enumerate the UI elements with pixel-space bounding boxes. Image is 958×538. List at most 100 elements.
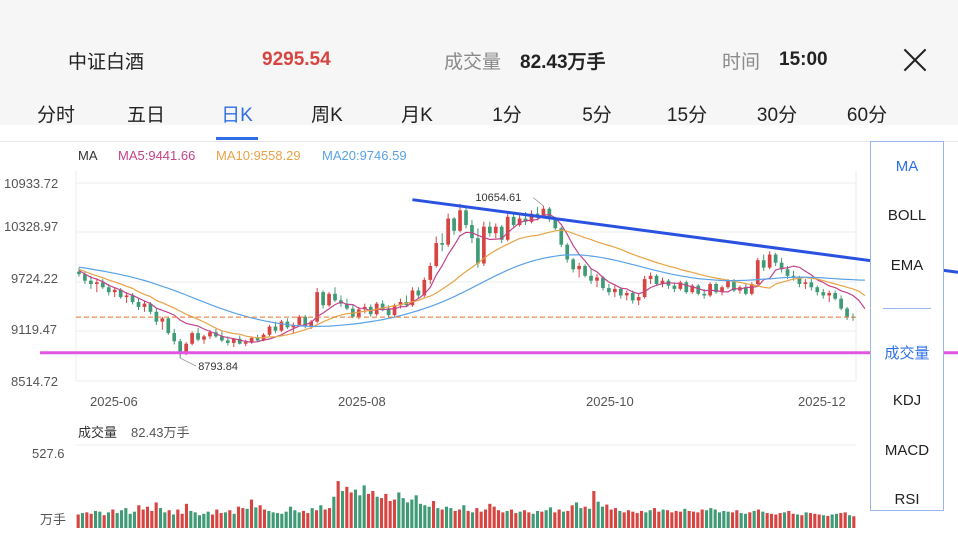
indicator-ema[interactable]: EMA: [890, 257, 924, 274]
volume-bar: [613, 508, 618, 528]
volume-bar: [765, 513, 769, 528]
volume-bar: [249, 499, 254, 528]
candle: [202, 334, 206, 344]
tab-15min[interactable]: 15分: [666, 105, 708, 126]
candle: [89, 275, 93, 289]
volume-bar: [852, 516, 856, 528]
candle: [285, 318, 290, 330]
candle: [511, 213, 516, 229]
volume-bar: [98, 511, 102, 528]
candle-body: [547, 208, 552, 219]
volume-y-tick: 527.6: [32, 446, 65, 461]
volume-bar: [475, 508, 479, 528]
candle-body: [815, 287, 820, 293]
candle-body: [410, 290, 415, 306]
indicator-rsi[interactable]: RSI: [894, 491, 920, 508]
volume-bar: [210, 514, 215, 528]
candle: [297, 315, 302, 327]
volume-bar: [150, 510, 154, 528]
volume-bar: [145, 506, 150, 528]
volume-bar: [436, 508, 440, 528]
volume-bar: [449, 508, 453, 528]
candle-body: [464, 210, 468, 226]
candle: [618, 287, 623, 299]
candle-body: [136, 301, 141, 307]
candle-body: [422, 279, 427, 296]
candle: [255, 334, 260, 343]
volume-bar: [657, 511, 661, 528]
indicator-volume[interactable]: 成交量: [884, 345, 930, 362]
candle: [720, 285, 724, 296]
candle: [690, 283, 695, 294]
indicator-ma[interactable]: MA: [895, 158, 919, 175]
volume-bar: [366, 493, 371, 528]
volume-bar: [553, 512, 557, 528]
candle: [672, 282, 677, 293]
volume-bar: [189, 510, 193, 528]
indicator-kdj[interactable]: KDJ: [892, 392, 922, 409]
volume-bar: [743, 513, 748, 528]
candle-body: [279, 321, 284, 331]
indicator-macd[interactable]: MACD: [884, 442, 930, 459]
volume-bar: [323, 509, 327, 528]
indicator-separator: [883, 308, 931, 309]
candle-body: [434, 243, 439, 266]
tab-five-day[interactable]: 五日: [126, 105, 166, 126]
volume-bar: [197, 515, 202, 528]
volume-bar: [102, 515, 106, 528]
volume-bar: [141, 509, 145, 528]
volume-bar: [522, 510, 527, 528]
volume-bar: [431, 500, 436, 528]
candle-body: [684, 282, 689, 293]
volume-bar: [496, 510, 501, 528]
candle: [827, 290, 832, 302]
candle-body: [83, 274, 87, 281]
candle-body: [589, 275, 593, 281]
candle: [654, 274, 659, 286]
volume-bar: [384, 493, 388, 528]
volume-bar: [501, 512, 505, 528]
volume-bar: [236, 506, 241, 528]
volume-bar: [648, 510, 652, 528]
candle: [178, 338, 183, 359]
volume-bar: [518, 511, 522, 528]
candle-body: [678, 282, 683, 289]
volume-bar: [592, 491, 596, 528]
volume-bar: [310, 508, 314, 528]
volume-bar: [288, 506, 293, 528]
volume-bar: [327, 508, 332, 528]
volume-bar: [206, 511, 210, 528]
volume-bar: [423, 505, 427, 528]
volume-bar: [795, 514, 800, 528]
candle-body: [380, 303, 385, 310]
volume-label: 成交量: [444, 51, 502, 73]
volume-bar: [574, 502, 579, 528]
volume-bar: [540, 511, 544, 528]
tab-fenshi[interactable]: 分时: [36, 105, 76, 126]
volume-bar: [505, 510, 509, 528]
candle-body: [178, 341, 183, 353]
candle-body: [726, 280, 730, 288]
candle-body: [130, 295, 135, 302]
tab-1min[interactable]: 1分: [492, 105, 522, 126]
tab-weekly-k[interactable]: 周K: [311, 105, 343, 126]
candle-body: [744, 287, 748, 294]
candle-body: [672, 285, 677, 289]
volume-bar: [730, 512, 735, 528]
indicator-boll[interactable]: BOLL: [887, 207, 927, 224]
candle: [630, 290, 635, 304]
volume-bar: [158, 508, 163, 528]
candle-body: [761, 260, 766, 268]
candle-body: [577, 265, 581, 270]
candle-body: [446, 218, 450, 245]
tab-5min[interactable]: 5分: [582, 105, 612, 126]
tab-daily-k[interactable]: 日K: [221, 105, 253, 126]
candle: [83, 270, 87, 284]
tab-monthly-k[interactable]: 月K: [401, 105, 433, 126]
tab-60min[interactable]: 60分: [846, 105, 888, 126]
volume-bar: [557, 509, 561, 528]
x-tick-2: 2025-10: [586, 394, 634, 409]
candle-body: [624, 292, 629, 296]
tab-30min[interactable]: 30分: [756, 105, 798, 126]
